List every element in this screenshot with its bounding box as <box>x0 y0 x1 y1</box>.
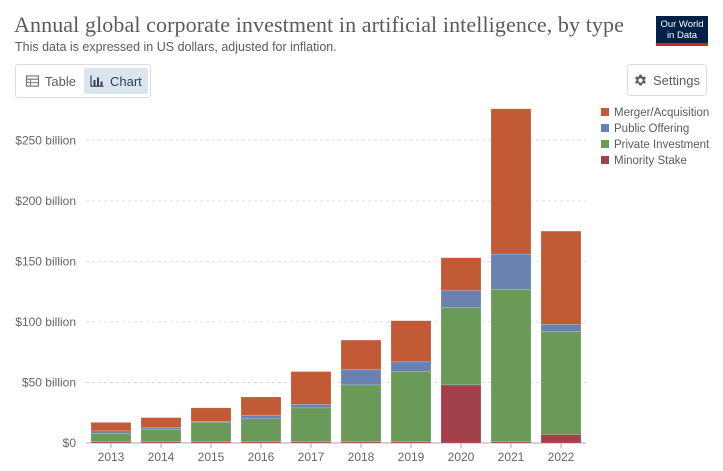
bar-segment-private-investment[interactable] <box>90 433 132 443</box>
legend-label[interactable]: Public Offering <box>614 123 689 135</box>
x-tick-label: 2018 <box>348 450 375 464</box>
legend: Merger/Acquisition Public Offering Private… <box>601 107 710 167</box>
y-tick-label: $100 billion <box>15 315 76 329</box>
bar-segment-public-offering[interactable] <box>240 414 282 420</box>
logo-line-2: in Data <box>666 30 698 41</box>
y-tick-label: $150 billion <box>15 254 76 268</box>
x-tick-label: 2019 <box>398 450 425 464</box>
bar-segment-merger-acquisition[interactable] <box>490 108 532 255</box>
bar-segment-merger-acquisition[interactable] <box>240 396 282 416</box>
legend-swatch <box>601 108 609 116</box>
x-tick-label: 2015 <box>198 450 225 464</box>
x-tick-label: 2021 <box>498 450 525 464</box>
tab-table-label: Table <box>44 73 76 89</box>
bar-segment-private-investment[interactable] <box>190 422 232 443</box>
legend-swatch <box>601 124 609 132</box>
bar-segment-merger-acquisition[interactable] <box>540 230 582 325</box>
bar-segment-public-offering[interactable] <box>540 324 582 332</box>
bar-segment-private-investment[interactable] <box>140 429 182 443</box>
bar-segment-minority-stake[interactable] <box>540 434 582 444</box>
bar-segment-public-offering[interactable] <box>90 430 132 434</box>
y-tick-label: $0 <box>63 436 77 450</box>
settings-label: Settings <box>653 72 700 88</box>
y-tick-label: $250 billion <box>15 133 76 147</box>
table-icon <box>26 75 39 87</box>
bar-segment-merger-acquisition[interactable] <box>140 417 182 428</box>
chart-icon <box>90 75 104 87</box>
owid-logo[interactable]: Our World in Data <box>656 16 708 46</box>
bar-segment-private-investment[interactable] <box>240 418 282 443</box>
bar-segment-private-investment[interactable] <box>540 331 582 435</box>
chart-title: Annual global corporate investment in ar… <box>14 12 624 37</box>
bar-segment-private-investment[interactable] <box>490 288 532 443</box>
x-tick-label: 2014 <box>148 450 175 464</box>
bar-segment-merger-acquisition[interactable] <box>90 422 132 432</box>
bar-segment-merger-acquisition[interactable] <box>440 257 482 291</box>
legend-label[interactable]: Private Investment <box>614 139 710 151</box>
legend-swatch <box>601 140 609 148</box>
bar-segment-public-offering[interactable] <box>390 361 432 372</box>
tab-chart-label: Chart <box>110 73 142 89</box>
bar-segment-public-offering[interactable] <box>290 404 332 409</box>
tab-table[interactable]: Table <box>20 68 82 94</box>
bar-segment-private-investment[interactable] <box>390 371 432 443</box>
y-tick-label: $200 billion <box>15 194 76 208</box>
x-tick-label: 2013 <box>98 450 125 464</box>
bar-segment-public-offering[interactable] <box>440 290 482 308</box>
bar-segment-merger-acquisition[interactable] <box>190 407 232 422</box>
x-tick-label: 2016 <box>248 450 275 464</box>
bar-segment-merger-acquisition[interactable] <box>390 320 432 363</box>
x-tick-label: 2020 <box>448 450 475 464</box>
bar-segment-public-offering[interactable] <box>490 253 532 290</box>
y-tick-label: $50 billion <box>22 375 76 389</box>
bars-layer <box>90 108 582 444</box>
logo-accent-bar <box>656 43 708 46</box>
x-axis: 2013 2014 2015 2016 2017 2018 2019 2020 2021 2022 <box>98 443 575 464</box>
legend-label[interactable]: Merger/Acquisition <box>614 107 709 119</box>
gear-icon <box>635 74 646 86</box>
x-tick-label: 2022 <box>548 450 575 464</box>
x-tick-label: 2017 <box>298 450 325 464</box>
bar-segment-public-offering[interactable] <box>340 368 382 386</box>
bar-segment-merger-acquisition[interactable] <box>340 339 382 370</box>
bar-segment-private-investment[interactable] <box>340 384 382 443</box>
bar-segment-minority-stake[interactable] <box>440 384 482 444</box>
legend-label[interactable]: Minority Stake <box>614 155 687 167</box>
chart-subtitle: This data is expressed in US dollars, ad… <box>15 40 337 54</box>
logo-line-1: Our World <box>660 19 704 30</box>
bar-segment-private-investment[interactable] <box>440 307 482 386</box>
bar-segment-merger-acquisition[interactable] <box>290 371 332 405</box>
view-toggle: Table Chart <box>15 64 151 98</box>
settings-button[interactable]: Settings <box>627 64 707 96</box>
bar-segment-private-investment[interactable] <box>290 407 332 443</box>
tab-chart[interactable]: Chart <box>84 68 148 94</box>
bar-segment-public-offering[interactable] <box>140 427 182 430</box>
legend-swatch <box>601 156 609 164</box>
